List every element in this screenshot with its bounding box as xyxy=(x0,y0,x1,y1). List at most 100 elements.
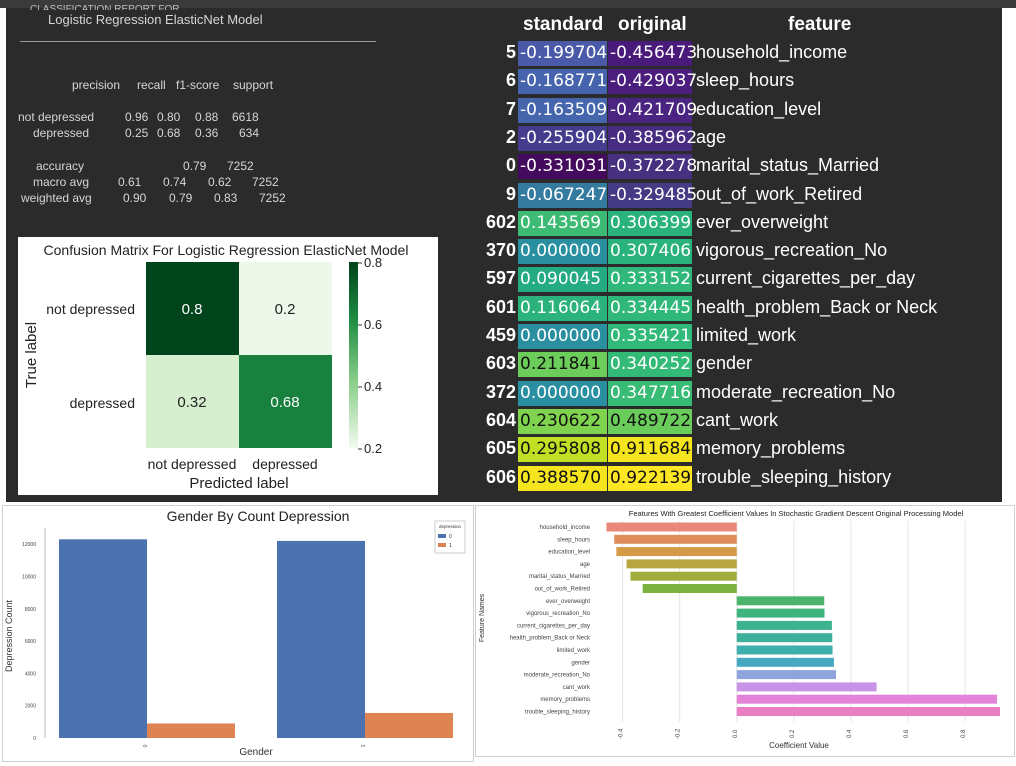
standard-value: -0.163509 xyxy=(518,97,607,123)
feature-name: age xyxy=(696,126,727,147)
feature-y-tick-label: current_cigarettes_per_day xyxy=(517,623,590,629)
standard-value: 0.000000 xyxy=(518,239,607,265)
feature-x-tick-label: -0.2 xyxy=(676,728,682,739)
standard-value: 0.000000 xyxy=(518,324,607,349)
row-index: 606 xyxy=(485,466,516,487)
row-support: 7252 xyxy=(252,175,279,189)
row-label: macro avg xyxy=(33,175,90,189)
standard-value: 0.211841 xyxy=(518,352,607,378)
row-label: not depressed xyxy=(18,110,95,124)
top-strip xyxy=(0,0,1016,8)
standard-value: 0.230622 xyxy=(518,408,607,434)
feature-y-tick-label: moderate_recreation_No xyxy=(524,673,591,679)
feature-bar xyxy=(736,670,837,680)
feature-bar xyxy=(642,584,737,593)
original-value: -0.456473 xyxy=(608,41,697,66)
row-index: 459 xyxy=(485,325,516,345)
feature-y-tick-label: household_income xyxy=(540,525,591,531)
header-support: support xyxy=(233,78,274,92)
gender-bar xyxy=(365,712,453,738)
row-f1: 0.83 xyxy=(214,191,238,205)
gender-y-axis-title: Depression Count xyxy=(4,599,14,672)
feature-y-tick-label: memory_problems xyxy=(540,697,590,703)
cm-title: Confusion Matrix For Logistic Regression… xyxy=(44,242,409,258)
gender-ticks: 0 2000 4000 6000 8000 10000 12000 0 1 xyxy=(22,542,367,747)
standard-value: 0.388570 xyxy=(518,465,607,491)
original-value: -0.372278 xyxy=(608,154,697,180)
feature-bar xyxy=(736,620,832,630)
feature-name: marital_status_Married xyxy=(696,155,880,176)
original-value: 0.340252 xyxy=(608,352,692,378)
col-header-feature: feature xyxy=(788,14,852,35)
col-header-original: original xyxy=(618,14,687,35)
row-recall: 0.74 xyxy=(163,175,187,189)
original-value: -0.421709 xyxy=(608,97,697,123)
original-value: 0.306399 xyxy=(608,210,692,236)
feature-coefficient-chart: Features With Greatest Coefficient Value… xyxy=(475,505,1015,757)
cm-ylabel-depressed: depressed xyxy=(70,395,135,411)
header-f1: f1-score xyxy=(176,78,220,92)
row-recall: 0.80 xyxy=(157,110,181,124)
row-support: 7252 xyxy=(227,159,254,173)
cm-colorbar-tick-label: 0.6 xyxy=(364,317,382,332)
row-label: weighted avg xyxy=(21,191,92,205)
feature-name: household_income xyxy=(696,42,848,62)
row-f1: 0.79 xyxy=(183,159,207,173)
feature-bar xyxy=(736,707,1001,716)
feature-name: memory_problems xyxy=(696,438,846,459)
gender-y-tick-label: 8000 xyxy=(25,607,36,613)
feature-bar xyxy=(630,571,737,581)
confusion-matrix-chart: Confusion Matrix For Logistic Regression… xyxy=(18,237,438,495)
row-index: 6 xyxy=(505,70,516,91)
feature-x-tick-label: 0.6 xyxy=(904,729,910,738)
cm-x-axis-title: Predicted label xyxy=(189,475,288,492)
row-recall: 0.68 xyxy=(157,126,181,140)
feature-name: limited_work xyxy=(696,325,797,345)
feature-bar xyxy=(736,657,834,667)
cm-xlabel-not-depressed: not depressed xyxy=(148,456,237,472)
original-value: -0.329485 xyxy=(608,182,697,208)
feature-bar xyxy=(614,534,737,544)
feature-y-tick-label: health_problem_Back or Neck xyxy=(510,636,591,642)
cm-y-axis-title: True label xyxy=(23,322,40,388)
feature-name: trouble_sleeping_history xyxy=(696,466,892,487)
feature-y-tick-label: age xyxy=(580,562,591,568)
row-index: 605 xyxy=(485,438,516,459)
gender-y-tick-label: 4000 xyxy=(25,671,36,677)
feature-y-tick-label: gender xyxy=(571,660,590,666)
standard-value: 0.116064 xyxy=(518,295,607,321)
feature-x-axis-title: Coefficient Value xyxy=(769,741,829,750)
cm-value-0-0: 0.8 xyxy=(182,301,203,318)
cm-colorbar xyxy=(349,262,358,448)
gender-count-chart: Gender By Count Depression Gender Depres… xyxy=(2,505,474,762)
row-index: 604 xyxy=(485,409,516,430)
row-index: 601 xyxy=(485,296,516,317)
feature-ticks: -0.4 -0.2 0.0 0.2 0.4 0.6 0.8 xyxy=(619,728,968,739)
feature-y-tick-label: sleep_hours xyxy=(557,537,590,543)
cm-colorbar-tick-label: 0.8 xyxy=(364,255,382,270)
row-index: 370 xyxy=(485,240,516,261)
original-value: 0.335421 xyxy=(608,324,692,349)
coefficient-table-panel: standard original feature 5 -0.199704 -0.4… xyxy=(440,8,1002,502)
report-title: Logistic Regression ElasticNet Model xyxy=(48,12,263,27)
cm-value-0-1: 0.2 xyxy=(275,301,296,318)
legend-label-0: 0 xyxy=(449,534,452,540)
legend-label-1: 1 xyxy=(449,543,452,549)
report-divider xyxy=(20,41,376,42)
cm-cell-0-1 xyxy=(239,262,332,355)
gender-x-axis-title: Gender xyxy=(239,747,273,758)
col-header-standard: standard xyxy=(523,14,604,35)
row-precision: 0.96 xyxy=(125,110,149,124)
feature-y-tick-label: education_level xyxy=(548,550,590,556)
standard-value: -0.331031 xyxy=(518,154,607,180)
original-value: 0.911684 xyxy=(608,437,692,463)
feature-x-tick-label: 0.4 xyxy=(847,729,853,738)
feature-bar xyxy=(616,547,737,557)
feature-name: sleep_hours xyxy=(696,70,795,91)
row-support: 7252 xyxy=(259,191,286,205)
cm-value-1-1: 0.68 xyxy=(270,394,299,411)
row-index: 602 xyxy=(485,211,516,232)
feature-bar xyxy=(606,522,737,532)
feature-y-tick-label: ever_overweight xyxy=(546,599,590,605)
row-label: depressed xyxy=(33,126,90,140)
